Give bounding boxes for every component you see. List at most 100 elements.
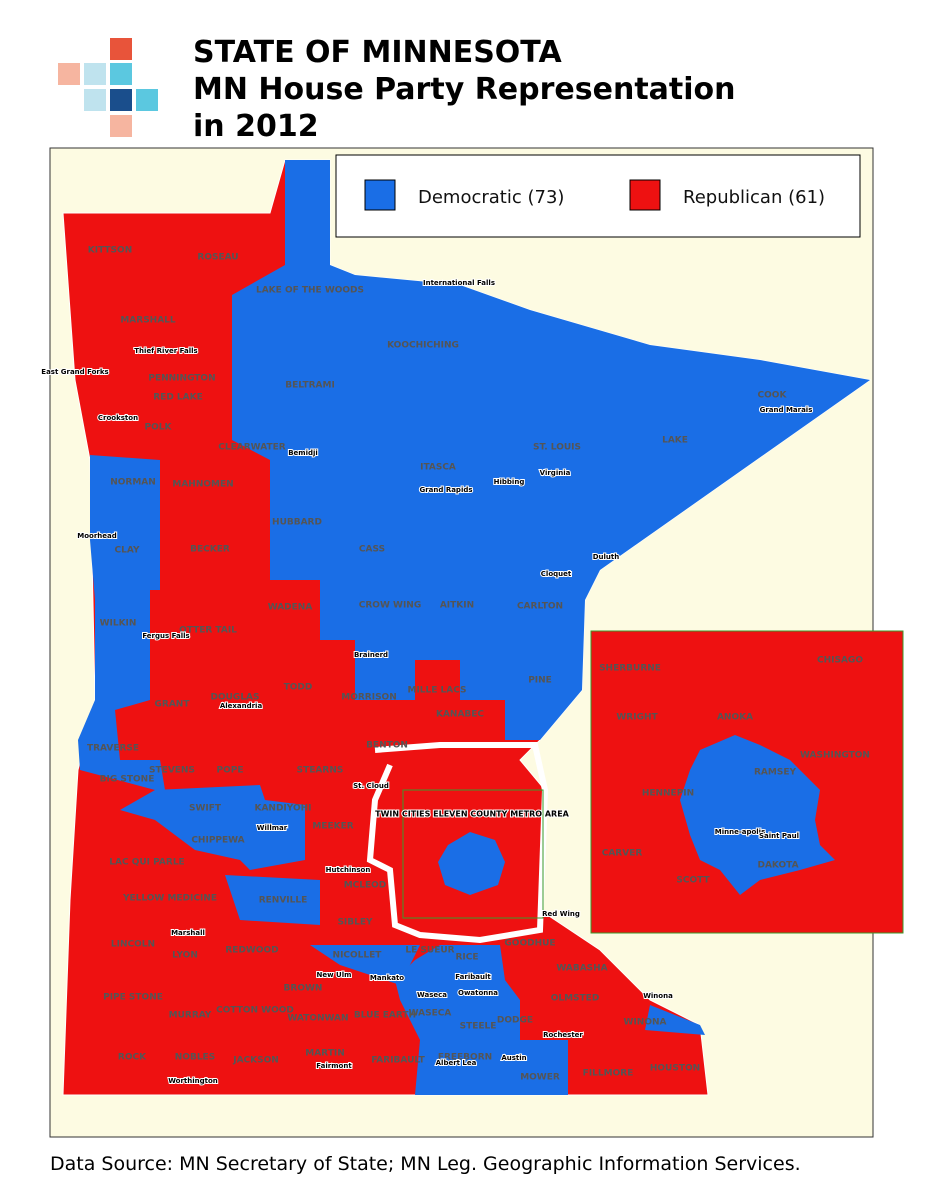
county-label: MARTIN bbox=[305, 1049, 344, 1059]
county-label: WATONWAN bbox=[287, 1014, 348, 1024]
city-label: Fairmont bbox=[316, 1062, 352, 1070]
city-label: Virginia bbox=[540, 469, 571, 477]
county-label: ITASCA bbox=[420, 463, 456, 473]
county-label: POPE bbox=[217, 766, 244, 776]
county-label: ANOKA bbox=[717, 713, 753, 723]
county-label: RED LAKE bbox=[153, 393, 203, 403]
metro-inset bbox=[590, 630, 904, 934]
city-label: Moorhead bbox=[77, 532, 117, 540]
city-label: St. Cloud bbox=[353, 782, 389, 790]
county-label: KOOCHICHING bbox=[387, 341, 459, 351]
city-label: Rochester bbox=[543, 1031, 583, 1039]
county-label: BLUE EARTH bbox=[354, 1011, 416, 1021]
city-label: Willmar bbox=[257, 824, 288, 832]
legend: Democratic (73) Republican (61) bbox=[335, 154, 861, 238]
county-label: SHERBURNE bbox=[599, 664, 661, 674]
county-label: WABASHA bbox=[556, 964, 607, 974]
county-label: AITKIN bbox=[440, 601, 474, 611]
county-label: FREEBORN bbox=[438, 1053, 492, 1063]
county-label: REDWOOD bbox=[225, 946, 278, 956]
city-label: Austin bbox=[501, 1054, 526, 1062]
county-label: FARIBAULT bbox=[371, 1056, 425, 1066]
legend-label: Democratic (73) bbox=[418, 187, 564, 208]
city-label: Bemidji bbox=[288, 449, 318, 457]
county-label: STEVENS bbox=[149, 766, 195, 776]
county-label: FILLMORE bbox=[583, 1069, 634, 1079]
county-label: SCOTT bbox=[676, 876, 710, 886]
city-label: Waseca bbox=[417, 991, 447, 999]
county-label: CLAY bbox=[115, 546, 140, 556]
state-map bbox=[62, 159, 872, 1096]
county-label: CROW WING bbox=[359, 601, 421, 611]
county-label: PIPE STONE bbox=[103, 993, 163, 1003]
county-label: OTTER TAIL bbox=[179, 626, 237, 636]
county-label: STEARNS bbox=[297, 766, 344, 776]
city-label: Red Wing bbox=[542, 910, 580, 918]
county-label: WASECA bbox=[409, 1009, 452, 1019]
metro-label: TWIN CITIES ELEVEN COUNTY METRO AREA bbox=[375, 810, 570, 819]
county-label: HOUSTON bbox=[650, 1064, 700, 1074]
county-label: PENNINGTON bbox=[148, 374, 215, 384]
county-label: LAKE OF THE WOODS bbox=[256, 286, 364, 296]
city-label: Worthington bbox=[168, 1077, 218, 1085]
title-line: in 2012 bbox=[193, 109, 319, 144]
city-label: Grand Marais bbox=[760, 406, 813, 414]
county-label: RICE bbox=[455, 953, 478, 963]
county-label: LAKE bbox=[662, 436, 688, 446]
city-label: Crookston bbox=[98, 414, 138, 422]
county-label: GRANT bbox=[155, 700, 191, 710]
county-label: NICOLLET bbox=[333, 951, 383, 961]
city-label: Hutchinson bbox=[326, 866, 371, 874]
city-label: Minne-apolis bbox=[715, 828, 766, 836]
county-label: GOODHUE bbox=[504, 939, 555, 949]
county-label: PINE bbox=[528, 676, 552, 686]
county-label: MOWER bbox=[520, 1073, 560, 1083]
county-label: CARVER bbox=[602, 849, 643, 859]
legend-swatch bbox=[629, 179, 661, 211]
county-label: RAMSEY bbox=[754, 768, 796, 778]
city-label: Saint Paul bbox=[759, 832, 799, 840]
city-label: Alexandria bbox=[220, 702, 263, 710]
county-label: KITTSON bbox=[88, 246, 132, 256]
city-label: Thief River Falls bbox=[134, 347, 197, 355]
city-label: Albert Lea bbox=[436, 1059, 477, 1067]
county-label: BENTON bbox=[366, 741, 408, 751]
county-label: NORMAN bbox=[110, 478, 156, 488]
county-label: KANDIYOHI bbox=[254, 804, 311, 814]
county-label: OLMSTED bbox=[551, 994, 600, 1004]
county-label: KANABEC bbox=[436, 710, 484, 720]
city-label: Fergus Falls bbox=[142, 632, 189, 640]
county-label: SIBLEY bbox=[337, 918, 373, 928]
county-label: LYON bbox=[172, 951, 198, 961]
county-label: CLEARWATER bbox=[218, 443, 285, 453]
county-label: CARLTON bbox=[517, 602, 563, 612]
city-label: Owatonna bbox=[458, 989, 498, 997]
county-label: DAKOTA bbox=[757, 861, 798, 871]
county-label: LINCOLN bbox=[111, 940, 155, 950]
county-label: CHISAGO bbox=[817, 656, 863, 666]
city-label: Duluth bbox=[593, 553, 620, 561]
title-line: STATE OF MINNESOTA bbox=[193, 35, 562, 70]
county-label: WINONA bbox=[624, 1018, 667, 1028]
county-label: HUBBARD bbox=[272, 518, 322, 528]
county-label: CHIPPEWA bbox=[191, 836, 244, 846]
county-label: STEELE bbox=[460, 1022, 497, 1032]
city-label: Grand Rapids bbox=[419, 486, 472, 494]
county-label: BIG STONE bbox=[100, 775, 155, 785]
county-label: COTTON WOOD bbox=[216, 1006, 294, 1016]
labels: KITTSON ROSEAU LAKE OF THE WOODS MARSHALL KO… bbox=[40, 246, 870, 1087]
city-label: Faribault bbox=[455, 973, 491, 981]
county-label: ROSEAU bbox=[197, 253, 238, 263]
county-label: TODD bbox=[284, 683, 313, 693]
county-label: MAHNOMEN bbox=[172, 480, 233, 490]
county-label: BECKER bbox=[190, 545, 230, 555]
county-label: WILKIN bbox=[100, 619, 137, 629]
county-label: MILLE LACS bbox=[407, 686, 466, 696]
county-label: DOUGLAS bbox=[211, 693, 260, 703]
county-label: BROWN bbox=[284, 984, 323, 994]
county-label: ST. LOUIS bbox=[533, 443, 581, 453]
county-label: RENVILLE bbox=[259, 896, 308, 906]
city-label: Brainerd bbox=[354, 651, 388, 659]
county-label: CASS bbox=[359, 545, 385, 555]
county-label: WASHINGTON bbox=[800, 751, 870, 761]
